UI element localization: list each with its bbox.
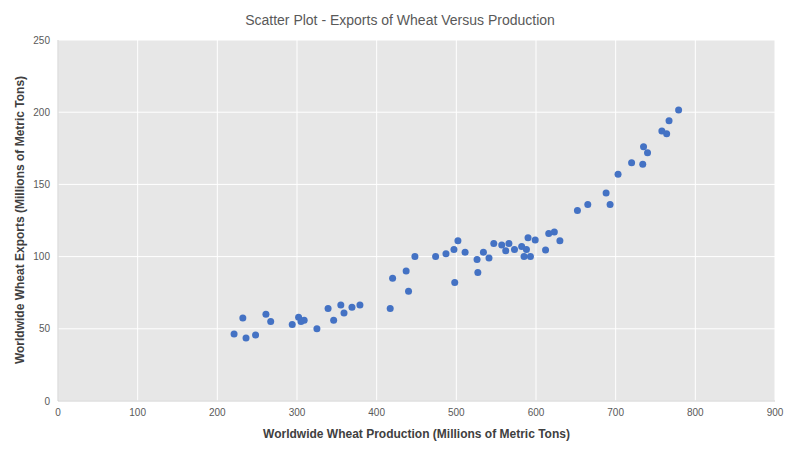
html-text:Worldwide Wheat Exports (Milli: Worldwide Wheat Exports (Millions of Met… [13,75,27,365]
svg-text:50: 50 [39,323,51,334]
svg-text:0: 0 [55,407,61,418]
svg-text:200: 200 [209,407,226,418]
svg-text:800: 800 [687,407,704,418]
html-text:Scatter Plot - Exports of Whea: Scatter Plot - Exports of Wheat Versus P… [245,12,555,28]
svg-text:300: 300 [289,407,306,418]
svg-text:400: 400 [368,407,385,418]
svg-text:100: 100 [33,251,50,262]
svg-text:600: 600 [528,407,545,418]
svg-text:150: 150 [33,179,50,190]
svg-text:250: 250 [33,35,50,46]
svg-text:900: 900 [767,407,784,418]
svg-text:100: 100 [129,407,146,418]
svg-text:500: 500 [448,407,465,418]
html-text:Worldwide Wheat Production (Mi: Worldwide Wheat Production (Millions of … [263,427,570,441]
svg-text:700: 700 [607,407,624,418]
svg-text:200: 200 [33,107,50,118]
svg-text:0: 0 [44,396,50,407]
